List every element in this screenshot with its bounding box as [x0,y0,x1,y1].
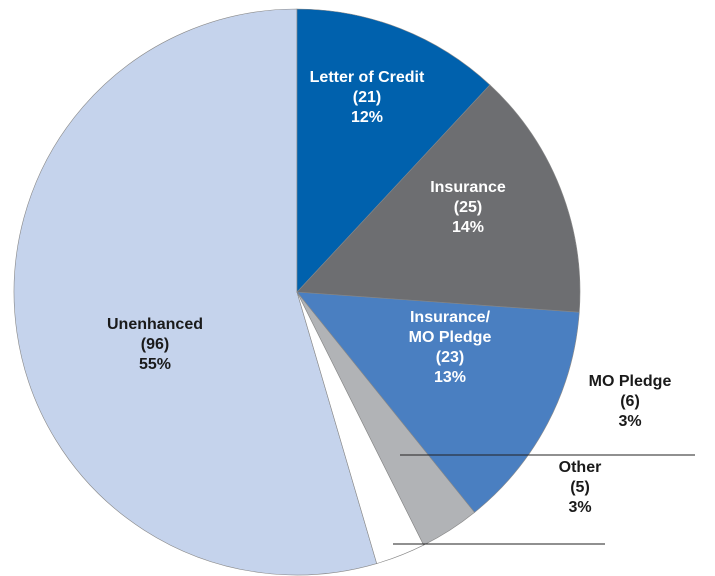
pie-slice [296,8,491,293]
slice-percent: 12% [350,109,384,126]
pie-slice [13,8,378,576]
slice-count: (5) [570,479,590,496]
slice-count: (96) [140,336,170,353]
slice-label: Insurance/ MO Pledge (23) 13% [400,308,500,388]
slice-name: Unenhanced [106,316,203,333]
slice-percent: 3% [618,413,642,430]
slice-percent: 13% [433,369,467,386]
slice-name: Insurance/ MO Pledge [408,309,492,346]
pie-slice [296,84,581,313]
slice-label: MO Pledge (6) 3% [565,372,695,432]
pie-slice [296,291,580,513]
slice-name: MO Pledge [588,373,672,390]
slice-percent: 55% [138,356,172,373]
slice-percent: 3% [568,499,592,516]
slice-count: (21) [352,89,382,106]
slice-name: Letter of Credit [309,69,425,86]
slice-name: Insurance [430,179,506,196]
slice-label: Insurance (25) 14% [403,178,533,238]
slice-label: Other (5) 3% [515,458,645,518]
slice-label: Unenhanced (96) 55% [90,315,220,375]
slice-percent: 14% [451,219,485,236]
slice-count: (25) [453,199,483,216]
slice-count: (6) [620,393,640,410]
slice-label: Letter of Credit (21) 12% [302,68,432,128]
slice-name: Other [558,459,602,476]
slice-count: (23) [435,349,465,366]
